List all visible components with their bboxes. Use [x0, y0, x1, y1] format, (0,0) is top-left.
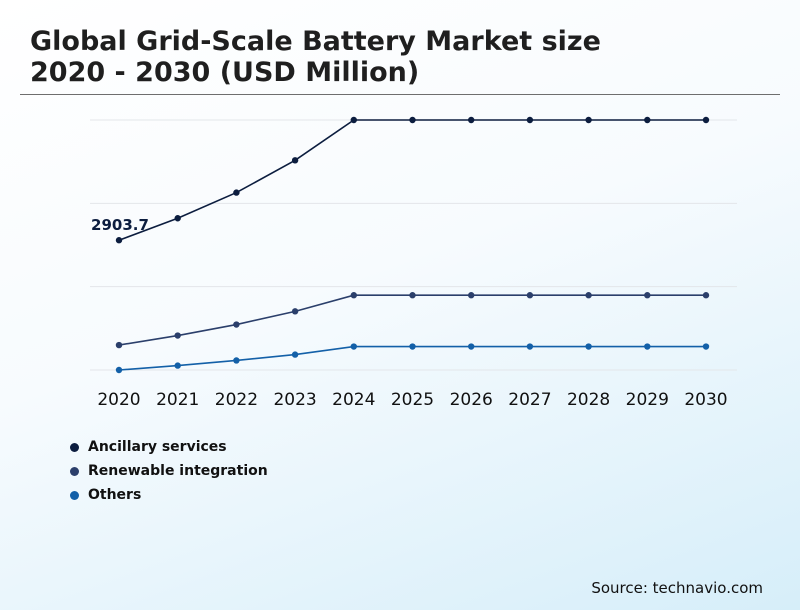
data-point: [291, 157, 299, 164]
chart-title-line-2: 2020 - 2030 (USD Million): [30, 57, 420, 88]
x-tick-label: 2025: [391, 390, 434, 410]
x-tick-label: 2020: [97, 390, 140, 410]
data-point: [585, 292, 592, 299]
data-point: [350, 116, 357, 124]
x-tick-label: 2029: [626, 390, 669, 410]
data-point: [702, 292, 710, 299]
data-point: [702, 343, 710, 350]
data-point: [350, 343, 357, 350]
data-point: [526, 343, 534, 350]
data-point: [115, 237, 123, 244]
legend-item: Renewable integration: [70, 459, 268, 483]
data-point: [468, 116, 475, 124]
data-point: [409, 116, 416, 124]
data-point: [644, 343, 651, 350]
x-tick-label: 2023: [273, 390, 316, 410]
data-point: [350, 292, 357, 299]
data-point: [174, 362, 181, 369]
legend-marker-icon: [70, 490, 79, 500]
data-point: [644, 292, 651, 299]
legend-label: Ancillary services: [88, 439, 227, 455]
data-point: [468, 343, 475, 350]
data-point: [174, 215, 181, 222]
legend-marker-icon: [70, 442, 79, 452]
data-point: [526, 292, 534, 299]
legend-marker-icon: [70, 466, 79, 476]
chart-title: Global Grid-Scale Battery Market size 20…: [30, 26, 601, 88]
x-tick-label: 2024: [332, 390, 375, 410]
data-point: [233, 189, 240, 196]
legend-item: Ancillary services: [70, 435, 268, 459]
x-tick-label: 2022: [215, 390, 258, 410]
x-tick-label: 2027: [508, 390, 551, 410]
data-point: [702, 116, 710, 124]
x-tick-label: 2021: [156, 390, 199, 410]
data-point: [233, 357, 240, 364]
data-point: [585, 343, 592, 350]
data-point: [115, 341, 123, 349]
data-point: [468, 292, 475, 299]
data-point: [409, 343, 416, 350]
data-point: [233, 321, 240, 328]
chart-legend: Ancillary services Renewable integration O…: [70, 435, 268, 507]
data-point: [526, 116, 534, 124]
data-point: [115, 366, 123, 374]
data-point: [291, 351, 299, 358]
data-point: [174, 332, 181, 339]
chart-title-line-1: Global Grid-Scale Battery Market size: [30, 26, 601, 57]
x-tick-label: 2026: [450, 390, 493, 410]
data-point: [644, 116, 651, 124]
series-line-1: [118, 119, 706, 241]
data-point: [585, 116, 592, 124]
legend-label: Others: [88, 487, 142, 503]
data-label: 2903.7: [91, 216, 149, 234]
source-note: Source: technavio.com: [591, 579, 763, 597]
x-tick-label: 2028: [567, 390, 610, 410]
legend-item: Others: [70, 483, 268, 507]
series-line-3: [118, 345, 706, 371]
x-tick-label: 2030: [684, 390, 727, 410]
series-line-2: [118, 294, 706, 346]
title-divider: [20, 94, 780, 95]
data-point: [291, 308, 299, 315]
data-point: [409, 292, 416, 299]
legend-label: Renewable integration: [88, 463, 268, 479]
